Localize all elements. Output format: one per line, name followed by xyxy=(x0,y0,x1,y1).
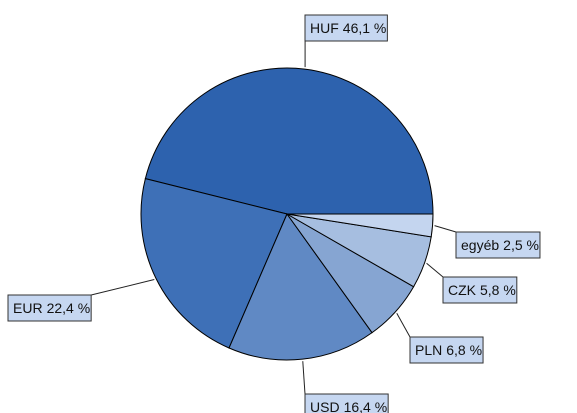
label-text: USD 16,4 % xyxy=(310,399,387,413)
slice-label: USD 16,4 % xyxy=(304,393,389,413)
category-name: PLN xyxy=(415,342,442,358)
value-label: 5,8 % xyxy=(480,282,516,298)
value-label: 16,4 % xyxy=(344,399,388,413)
label-text: HUF 46,1 % xyxy=(310,20,386,36)
slice xyxy=(228,212,373,361)
label-box xyxy=(455,231,541,259)
category-name: HUF xyxy=(310,20,339,36)
label-box xyxy=(409,336,484,364)
slice-label: HUF 46,1 % xyxy=(304,14,388,42)
slice-label: egyéb 2,5 % xyxy=(455,231,541,259)
label-text: egyéb 2,5 % xyxy=(461,237,539,253)
slices xyxy=(140,67,434,361)
category-name: CZK xyxy=(448,282,477,298)
leaders xyxy=(91,41,457,395)
value-label: 2,5 % xyxy=(503,237,539,253)
leader-line xyxy=(396,313,411,338)
value-label: 22,4 % xyxy=(47,300,91,316)
label-box xyxy=(7,294,92,322)
label-text: PLN 6,8 % xyxy=(415,342,482,358)
label-text: EUR 22,4 % xyxy=(13,300,90,316)
slice-label: CZK 5,8 % xyxy=(442,276,518,304)
label-box xyxy=(442,276,518,304)
slice-label: EUR 22,4 % xyxy=(7,294,92,322)
labels: HUF 46,1 % EUR 22,4 % USD 16,4 % PLN 6,8 % CZK 5,… xyxy=(7,14,541,413)
value-label: 6,8 % xyxy=(446,342,482,358)
leader-line xyxy=(302,361,306,395)
leader-line xyxy=(91,279,155,296)
category-name: egyéb xyxy=(461,237,499,253)
category-name: USD xyxy=(310,399,340,413)
slice xyxy=(286,213,434,238)
leader-line xyxy=(434,225,457,233)
category-name: EUR xyxy=(13,300,43,316)
slice-label: PLN 6,8 % xyxy=(409,336,484,364)
slice xyxy=(144,67,434,215)
label-box xyxy=(304,14,388,42)
label-box xyxy=(304,393,389,413)
leader-line xyxy=(426,262,444,278)
value-label: 46,1 % xyxy=(343,20,387,36)
slice xyxy=(140,177,288,349)
label-text: CZK 5,8 % xyxy=(448,282,516,298)
